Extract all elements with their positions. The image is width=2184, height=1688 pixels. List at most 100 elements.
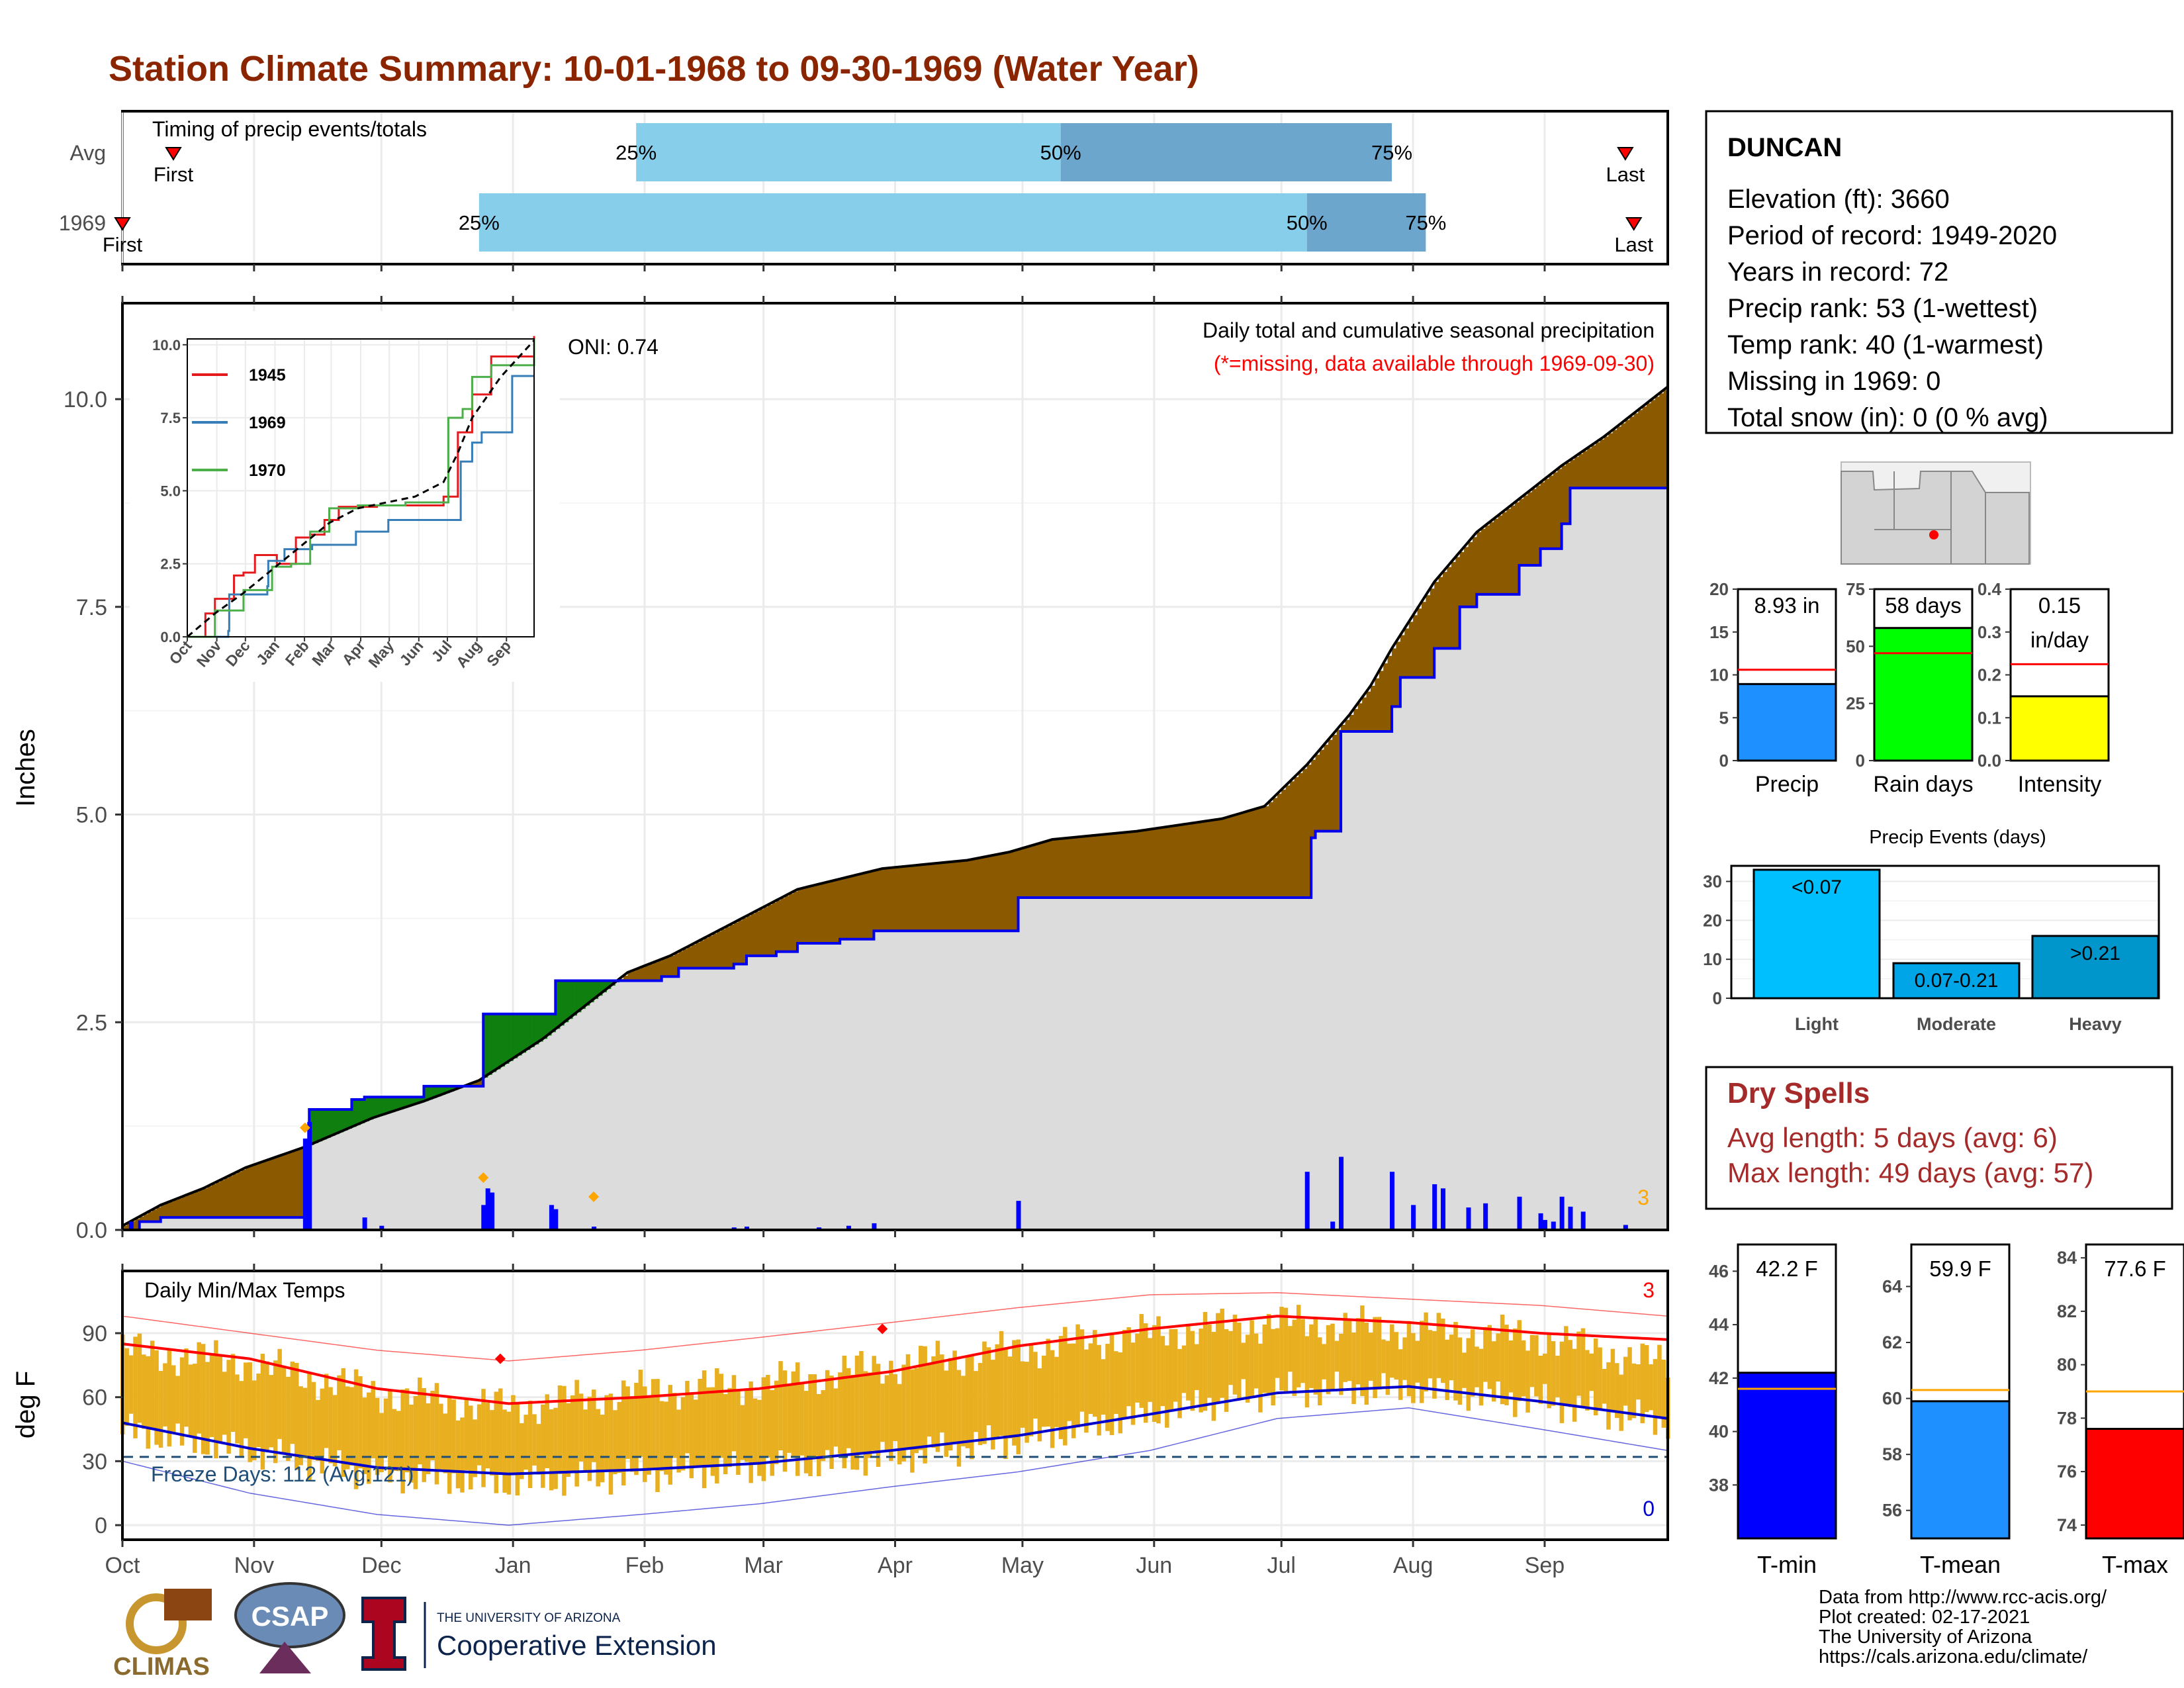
- precip-departure-segment: [500, 1013, 505, 1067]
- precip-departure-segment: [627, 972, 633, 981]
- daily-temp-bar: [1326, 1325, 1331, 1395]
- daily-temp-bar: [1024, 1362, 1029, 1443]
- precip-departure-segment: [1651, 400, 1656, 489]
- precip-departure-segment: [250, 1166, 255, 1218]
- precip-departure-segment: [1633, 413, 1639, 489]
- daily-temp-bar: [944, 1370, 948, 1457]
- daily-temp-bar: [613, 1410, 617, 1475]
- daily-temp-bar: [286, 1376, 291, 1462]
- daily-temp-bar: [1262, 1324, 1267, 1393]
- precip-departure-segment: [1073, 837, 1078, 898]
- daily-temp-bar: [859, 1351, 864, 1454]
- daily-temp-bar: [608, 1393, 614, 1495]
- daily-temp-bar: [1190, 1331, 1195, 1411]
- temp-summary-tick-label: 76: [2057, 1462, 2077, 1481]
- record-high-marker: [494, 1353, 506, 1364]
- precip-departure-segment: [903, 866, 909, 931]
- daily-temp-bar: [1296, 1305, 1301, 1387]
- daily-temp-bar: [974, 1371, 978, 1432]
- precip-departure-segment: [1005, 853, 1011, 931]
- precip-departure-segment: [478, 1080, 484, 1086]
- precip-departure-segment: [1179, 825, 1185, 898]
- timing-row-label-year: 1969: [59, 211, 106, 235]
- daily-temp-bar: [1598, 1347, 1602, 1409]
- precip-departure-segment: [1472, 537, 1477, 607]
- daily-temp-bar: [485, 1402, 490, 1469]
- precip-departure-segment: [1523, 495, 1528, 565]
- daily-temp-bar: [905, 1354, 911, 1450]
- events-bar-label: <0.07: [1792, 876, 1842, 898]
- precip-departure-segment: [148, 1211, 153, 1222]
- record-precip-marker: [478, 1172, 489, 1183]
- daily-temp-bar: [829, 1376, 834, 1469]
- daily-temp-bar: [817, 1393, 821, 1477]
- precip-departure-segment: [343, 1109, 348, 1131]
- daily-temp-bar: [188, 1364, 193, 1436]
- daily-temp-bar: [914, 1368, 919, 1454]
- avg-tmin-line: [122, 1385, 1668, 1476]
- daily-temp-bar: [1636, 1364, 1641, 1400]
- precip-departure-segment: [580, 980, 586, 1009]
- daily-temp-bar: [124, 1348, 129, 1426]
- daily-temp-bar: [281, 1367, 287, 1453]
- precip-departure-segment: [1128, 831, 1134, 898]
- precip-departure-segment: [1226, 817, 1231, 898]
- daily-temp-bar: [175, 1376, 180, 1424]
- daily-temp-bar: [1317, 1337, 1322, 1405]
- daily-temp-bar: [1559, 1341, 1565, 1423]
- precip-departure-segment: [475, 1082, 480, 1086]
- temp-summary-tick-label: 82: [2057, 1301, 2077, 1321]
- temp-summary-charts: 38 40 42 44 46 42.2 F T-min 56 58 60 62 64 59.9 F T-m…: [1709, 1243, 2184, 1578]
- mini-bar-tick-label: 75: [1846, 579, 1865, 599]
- precip-departure-segment: [1357, 703, 1363, 731]
- daily-temp-bar: [345, 1386, 350, 1470]
- precip-departure-segment: [1383, 663, 1388, 731]
- daily-temp-bar: [884, 1375, 889, 1452]
- precip-departure-segment: [1251, 810, 1257, 898]
- precip-departure-segment: [1659, 393, 1664, 489]
- daily-precip-bar: [1580, 1211, 1586, 1230]
- temp-y-tick-label: 30: [82, 1449, 107, 1474]
- daily-temp-bar: [541, 1404, 545, 1488]
- first-event-label: First: [154, 163, 194, 186]
- daily-precip-bar: [1441, 1188, 1446, 1230]
- daily-precip-bar: [307, 1121, 312, 1230]
- daily-temp-bar: [643, 1386, 647, 1482]
- csap-logo-text: CSAP: [251, 1601, 329, 1632]
- csap-logo: CSAP: [234, 1582, 345, 1673]
- precip-departure-segment: [1103, 834, 1108, 898]
- precip-departure-segment: [1150, 829, 1155, 898]
- precip-departure-segment: [406, 1097, 412, 1107]
- daily-temp-bar: [1322, 1344, 1326, 1380]
- precip-departure-segment: [687, 947, 692, 968]
- daily-temp-bar: [1640, 1343, 1645, 1424]
- precip-departure-segment: [742, 917, 747, 964]
- daily-temp-bar: [455, 1420, 461, 1489]
- month-label: Mar: [744, 1553, 783, 1578]
- month-label: Sep: [1525, 1553, 1565, 1578]
- daily-precip-bar: [1551, 1221, 1556, 1230]
- precip-departure-segment: [1515, 502, 1520, 594]
- precip-departure-segment: [1234, 815, 1240, 898]
- precip-departure-segment: [801, 888, 807, 944]
- precip-departure-segment: [1387, 655, 1392, 731]
- daily-precip-bar: [1304, 1172, 1310, 1230]
- daily-temp-bar: [205, 1362, 210, 1455]
- dry-spells-border: [1705, 1066, 2173, 1210]
- daily-temp-bar: [1135, 1333, 1140, 1403]
- precip-departure-segment: [1510, 505, 1516, 594]
- daily-temp-bar: [1606, 1362, 1611, 1430]
- temp-summary-value-label: 42.2 F: [1756, 1256, 1818, 1281]
- oni-label: ONI: 0.74: [568, 335, 659, 359]
- inset-series-1945: [187, 336, 535, 638]
- precip-departure-segment: [1116, 833, 1121, 898]
- daily-temp-bar: [1377, 1317, 1382, 1390]
- precip-events-title: Precip Events (days): [1869, 827, 2046, 848]
- precip-departure-segment: [228, 1176, 234, 1218]
- daily-temp-bar: [715, 1368, 719, 1484]
- daily-precip-bar: [553, 1209, 559, 1230]
- daily-temp-bar: [795, 1362, 800, 1476]
- daily-temp-bar: [230, 1354, 236, 1432]
- precip-departure-segment: [691, 945, 696, 968]
- precip-departure-segment: [1030, 845, 1036, 898]
